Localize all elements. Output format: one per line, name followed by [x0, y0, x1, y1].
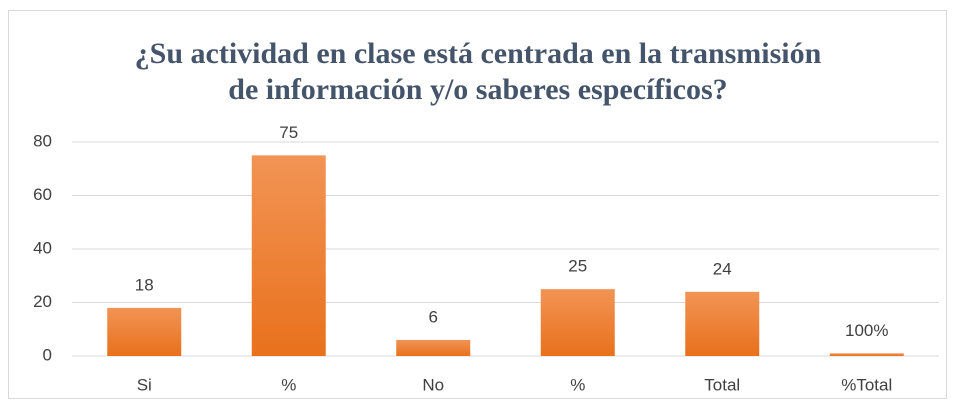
y-tick-label: 80: [33, 131, 52, 150]
x-tick-label: %Total: [841, 375, 892, 394]
bar: [396, 339, 471, 356]
data-label: 24: [713, 259, 732, 278]
x-tick-label: Total: [704, 375, 740, 394]
x-tick-label: %: [570, 375, 585, 394]
data-label: 75: [279, 123, 298, 142]
bar: [540, 289, 615, 356]
data-label: 25: [568, 257, 587, 276]
x-tick-label: Si: [137, 375, 152, 394]
bar: [685, 291, 760, 356]
x-tick-label: %: [281, 375, 296, 394]
bar: [251, 155, 326, 356]
bar: [107, 307, 182, 356]
bar: [829, 353, 904, 356]
y-tick-label: 0: [43, 345, 52, 364]
y-tick-label: 60: [33, 185, 52, 204]
data-label: 6: [429, 307, 438, 326]
chart-frame: [8, 10, 947, 399]
data-label: 18: [135, 275, 154, 294]
y-tick-label: 20: [33, 292, 52, 311]
data-label: 100%: [845, 321, 888, 340]
chart-title: ¿Su actividad en clase está centrada en …: [134, 37, 822, 106]
x-tick-label: No: [422, 375, 444, 394]
y-tick-label: 40: [33, 238, 52, 257]
